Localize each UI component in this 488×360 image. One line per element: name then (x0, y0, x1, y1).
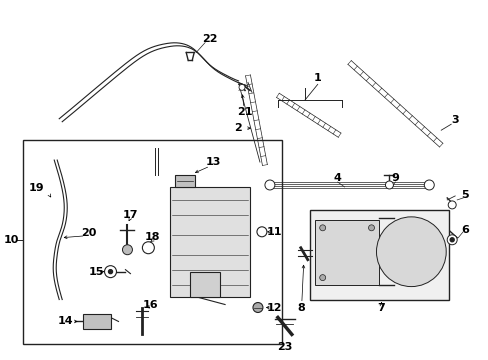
Text: 16: 16 (142, 300, 158, 310)
Circle shape (424, 180, 433, 190)
Bar (170, 187, 249, 297)
Circle shape (319, 275, 325, 280)
Circle shape (104, 266, 116, 278)
Text: 18: 18 (144, 232, 160, 242)
Bar (23, 140, 281, 345)
Text: 6: 6 (460, 225, 468, 235)
Circle shape (252, 302, 263, 312)
Text: 9: 9 (391, 173, 399, 183)
Text: 22: 22 (202, 33, 218, 44)
Circle shape (447, 235, 456, 245)
Text: 3: 3 (450, 115, 458, 125)
Circle shape (122, 245, 132, 255)
Bar (175, 175, 195, 187)
Text: 23: 23 (277, 342, 292, 352)
Bar (314, 220, 379, 285)
Text: 12: 12 (266, 302, 282, 312)
Text: 4: 4 (333, 173, 341, 183)
Text: 17: 17 (122, 210, 138, 220)
Circle shape (239, 84, 244, 90)
Text: 10: 10 (3, 235, 19, 245)
Circle shape (368, 225, 374, 231)
Text: 20: 20 (81, 228, 96, 238)
Text: 21: 21 (237, 107, 252, 117)
Text: 8: 8 (296, 302, 304, 312)
Text: 13: 13 (205, 157, 221, 167)
Bar (190, 272, 220, 297)
Text: 14: 14 (58, 316, 73, 327)
Circle shape (385, 181, 393, 189)
Text: 19: 19 (29, 183, 44, 193)
Circle shape (142, 242, 154, 254)
Circle shape (256, 227, 266, 237)
Circle shape (264, 180, 274, 190)
Circle shape (447, 201, 455, 209)
Circle shape (108, 270, 112, 274)
Bar (309, 210, 448, 300)
Bar (82, 315, 110, 329)
Circle shape (449, 238, 453, 242)
Circle shape (376, 217, 446, 287)
Text: 5: 5 (460, 190, 468, 200)
Text: 7: 7 (377, 302, 385, 312)
Text: 15: 15 (89, 267, 104, 276)
Circle shape (319, 225, 325, 231)
Text: 1: 1 (313, 73, 321, 84)
Text: 11: 11 (266, 227, 282, 237)
Text: 2: 2 (234, 123, 242, 133)
